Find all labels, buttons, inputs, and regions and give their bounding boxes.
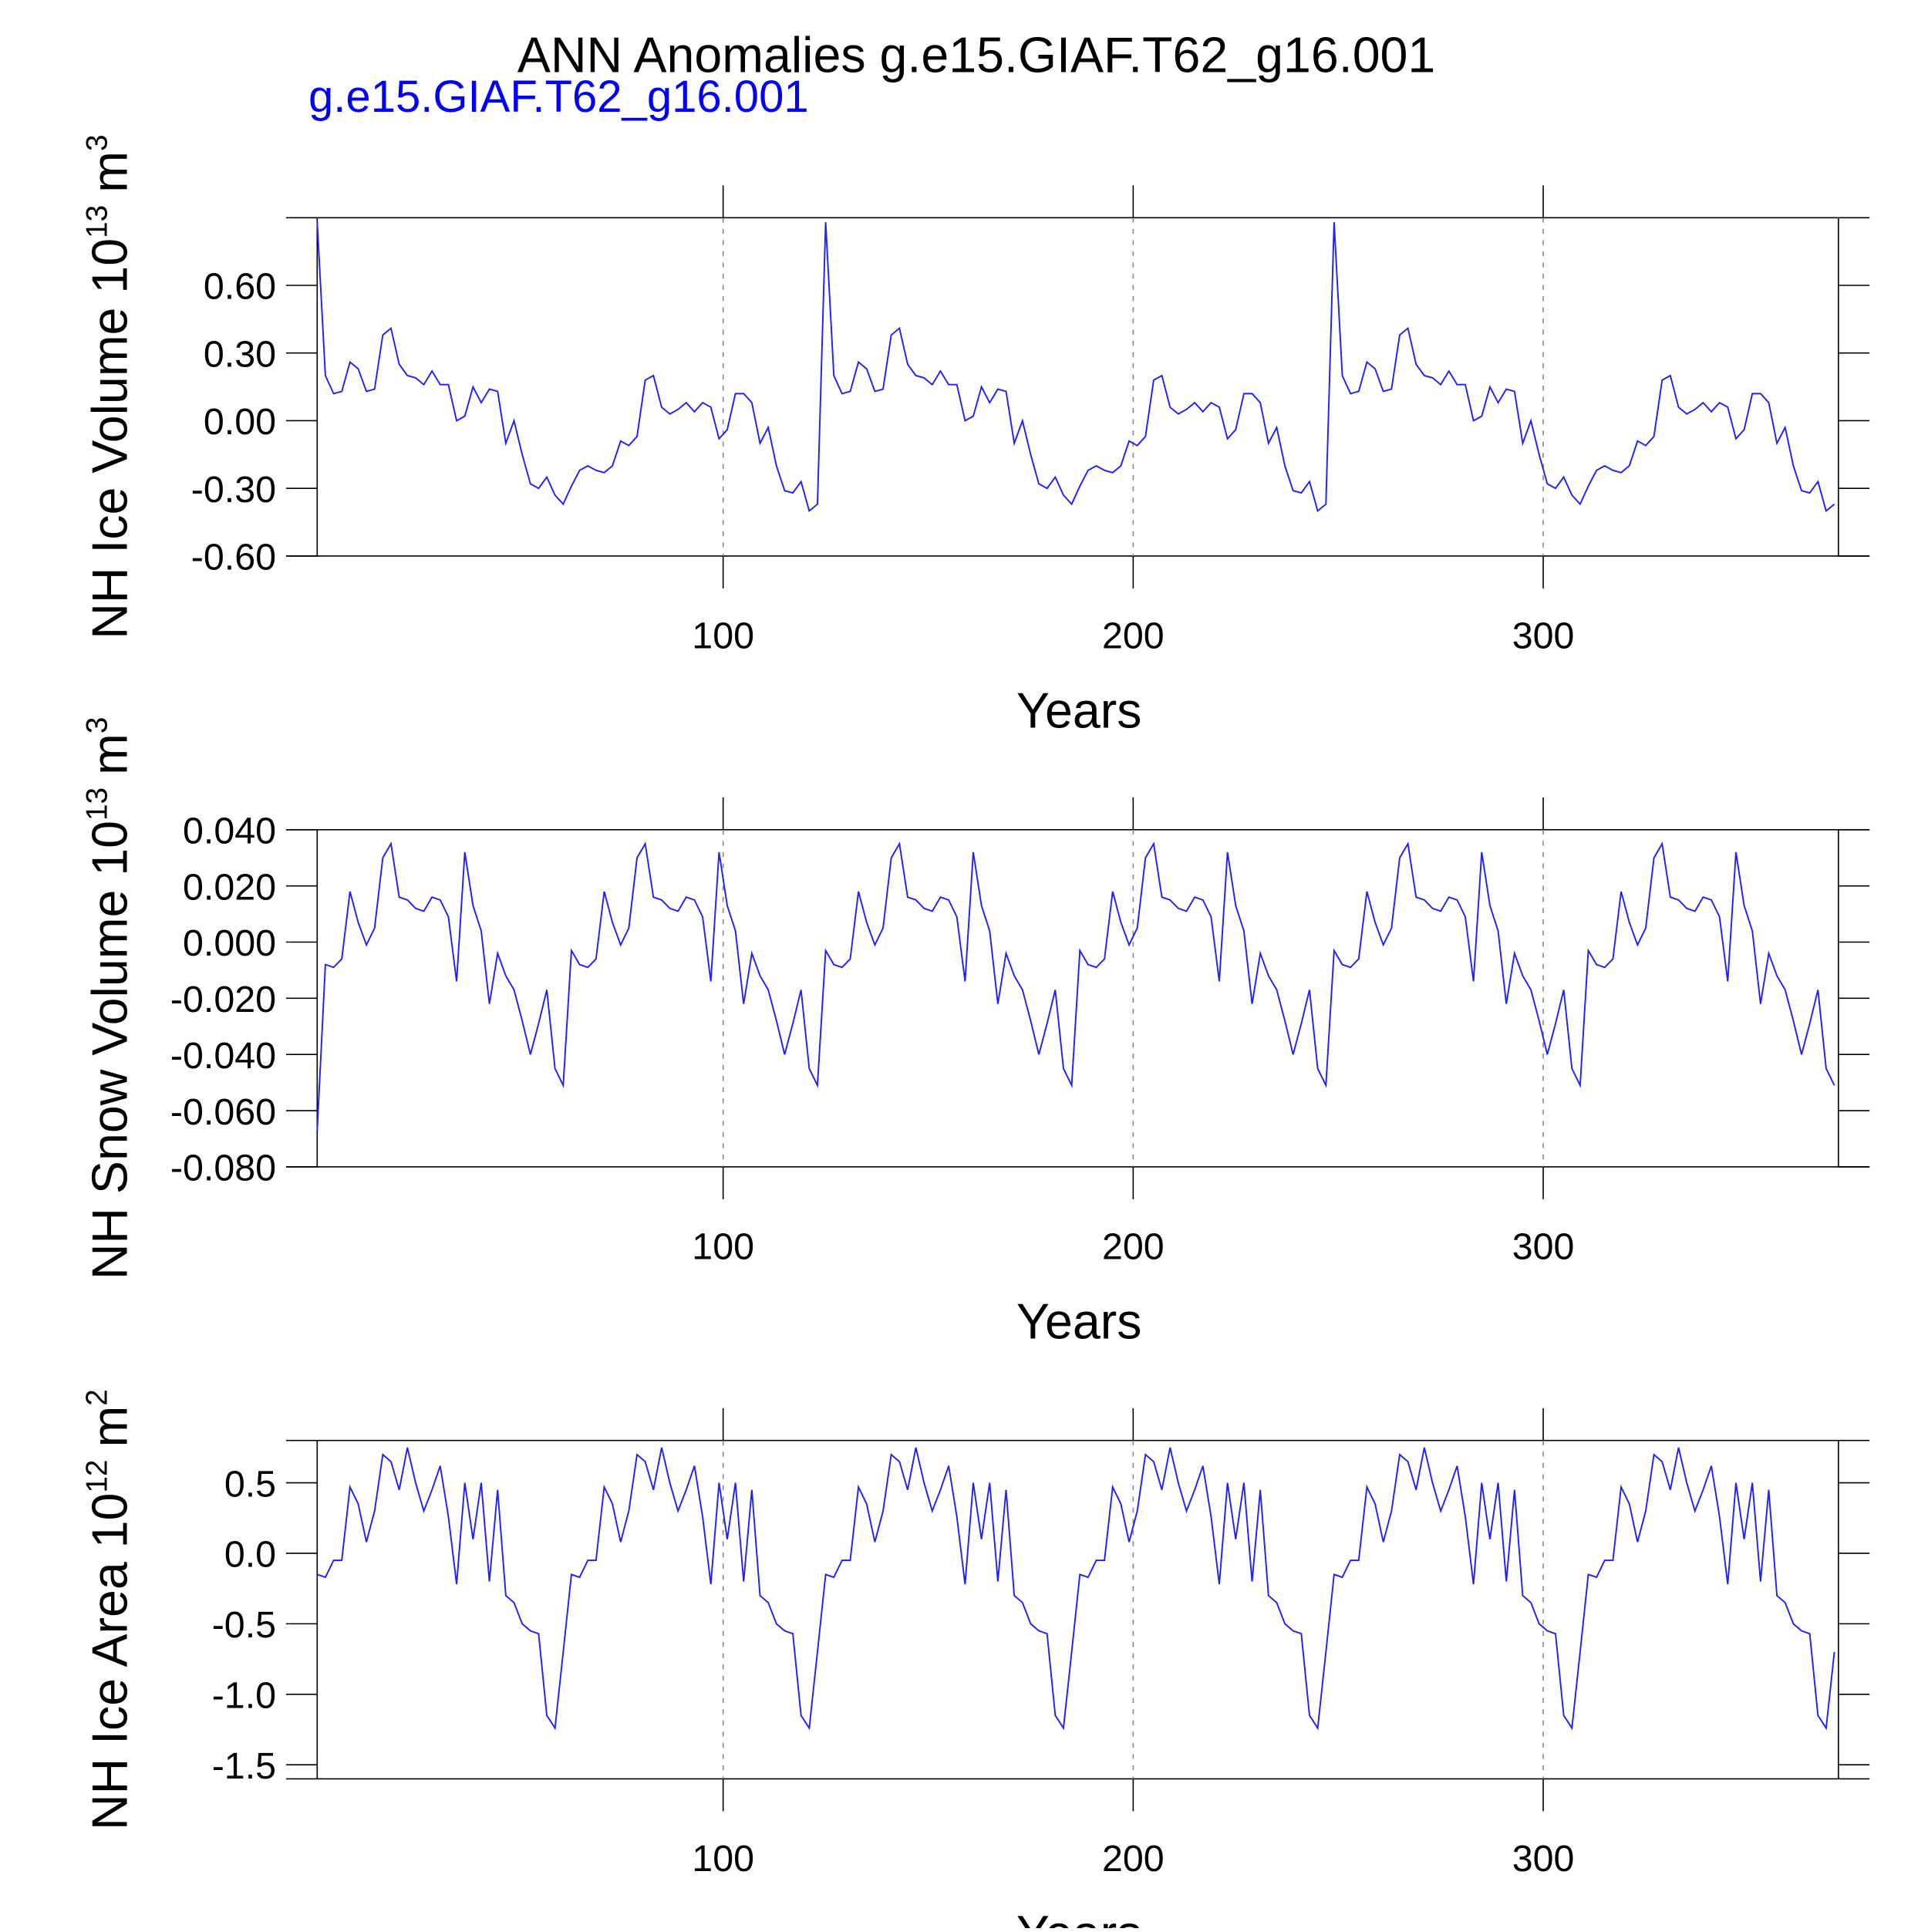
y-tick-label: 0.60 [204,266,276,308]
x-tick-label: 200 [1102,1226,1165,1267]
y-axis-label-exponent: 2 [81,1389,114,1406]
x-tick-label: 100 [692,1838,754,1880]
y-tick-label: 0.30 [204,333,276,375]
y-tick-label: -0.30 [191,469,276,511]
y-axis-label-part: m [83,151,138,193]
y-tick-label: 0.00 [204,401,276,443]
y-axis-label-part: NH Ice Volume 10 [83,238,138,639]
y-axis-label: NH Ice Area 1012 m2 [81,1389,138,1830]
y-axis-label-exponent: 3 [81,134,114,151]
x-axis-label: Years [1016,683,1142,739]
y-axis-label-exponent: 13 [81,205,114,238]
y-tick-label: -1.0 [212,1675,276,1717]
chart-subtitle: g.e15.GIAF.T62_g16.001 [308,72,809,122]
data-line [316,1447,1835,1731]
y-axis-label-exponent: 3 [81,717,114,734]
y-tick-label: 0.5 [224,1463,276,1505]
y-tick-label: 0.040 [183,811,276,852]
y-axis-label-part: NH Ice Area 10 [83,1493,138,1830]
x-tick-label: 100 [692,615,754,656]
chart-title: ANN Anomalies g.e15.GIAF.T62_g16.001 [517,28,1435,83]
y-tick-label: -0.60 [191,537,276,578]
x-tick-label: 200 [1102,615,1165,656]
x-tick-label: 300 [1512,1838,1575,1880]
x-tick-label: 300 [1512,615,1575,656]
y-axis-label-part: m [83,1406,138,1448]
x-axis-label: Years [1016,1293,1142,1349]
y-axis-label: NH Ice Volume 1013 m3 [81,134,138,639]
x-tick-label: 300 [1512,1226,1575,1267]
data-line [316,222,1835,513]
x-tick-label: 200 [1102,1838,1165,1880]
y-axis-label-part: m [83,733,138,775]
y-tick-label: 0.0 [224,1534,276,1576]
y-axis-label-exponent: 12 [81,1460,114,1493]
y-tick-label: 0.020 [183,866,276,908]
y-tick-label: -0.5 [212,1604,276,1646]
x-tick-label: 100 [692,1226,754,1267]
y-tick-label: -0.040 [170,1035,276,1077]
y-tick-label: 0.000 [183,922,276,964]
data-line [316,841,1835,1131]
y-tick-label: -1.5 [212,1745,276,1787]
y-axis-label: NH Snow Volume 1013 m3 [81,717,138,1280]
y-axis-label-part: NH Snow Volume 10 [83,821,138,1280]
y-tick-label: -0.060 [170,1091,276,1133]
y-axis-label-exponent: 13 [81,787,114,821]
y-tick-label: -0.080 [170,1148,276,1189]
x-axis-label: Years [1016,1906,1142,1928]
y-tick-label: -0.020 [170,979,276,1020]
